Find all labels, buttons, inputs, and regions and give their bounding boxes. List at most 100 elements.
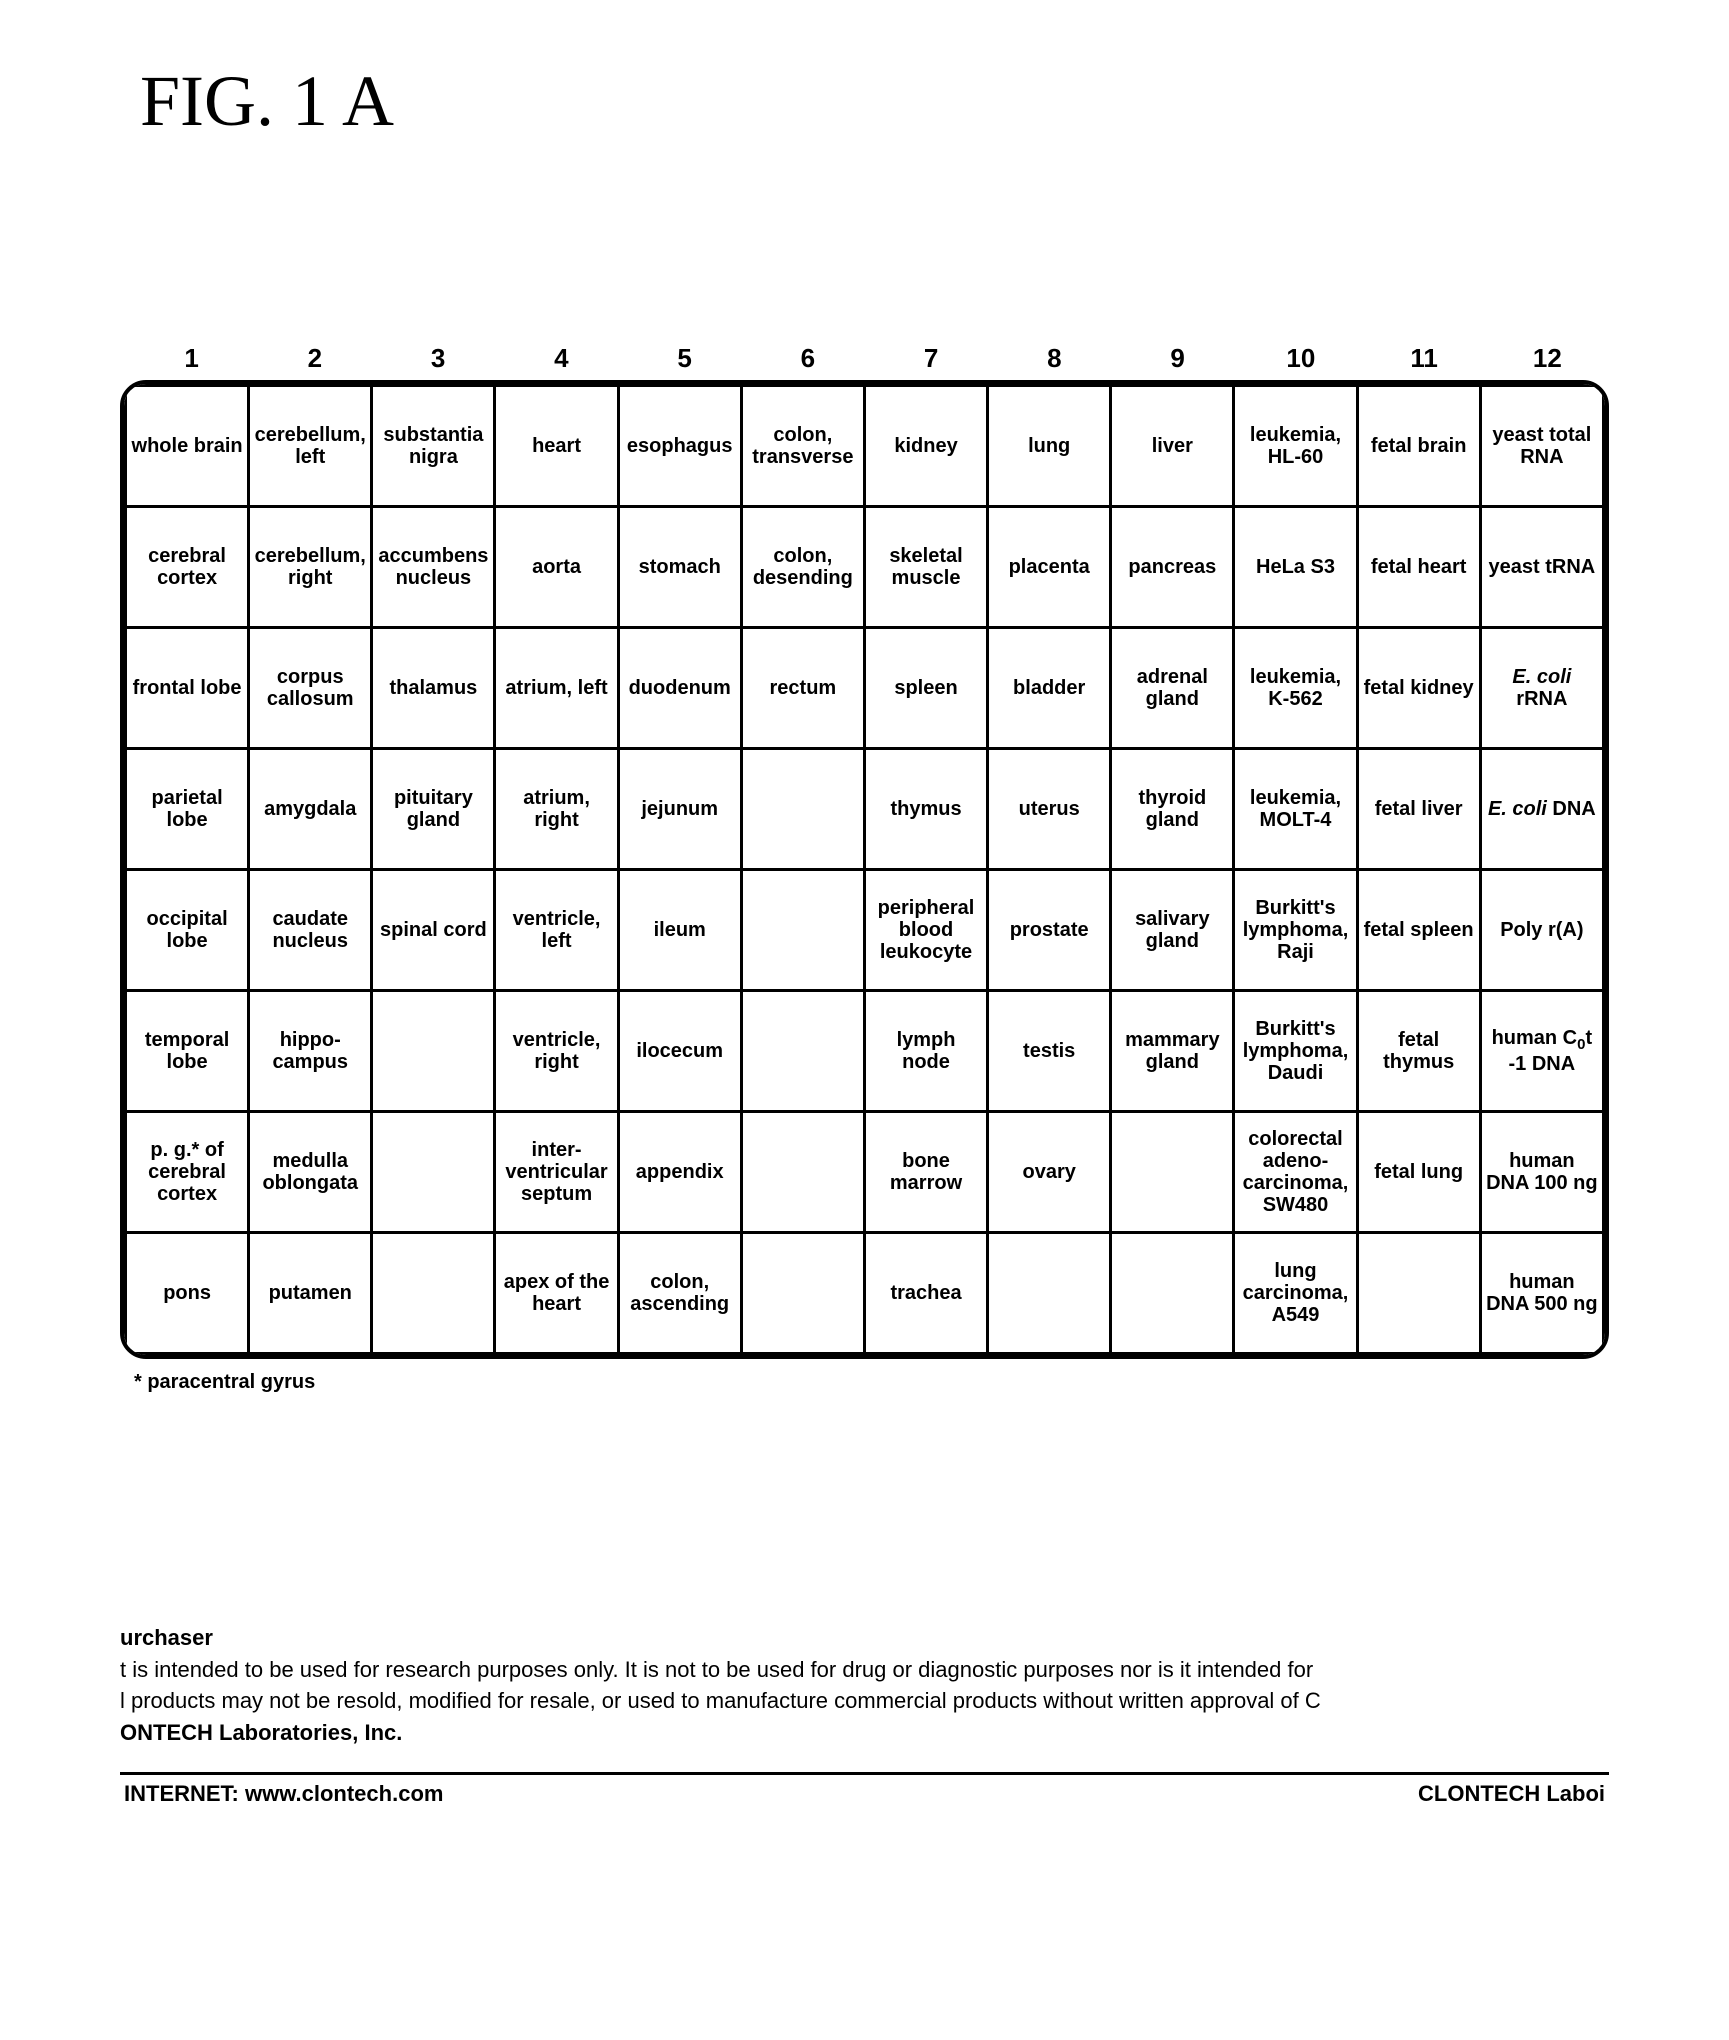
table-cell: placenta (988, 507, 1111, 628)
table-cell (741, 1233, 864, 1354)
table-cell: aorta (495, 507, 618, 628)
table-cell: ovary (988, 1112, 1111, 1233)
table-cell: ventricle, left (495, 870, 618, 991)
table-cell: yeast total RNA (1480, 386, 1603, 507)
table-row: whole braincerebellum, leftsubstantia ni… (126, 386, 1604, 507)
disclaimer-line-1: urchaser (120, 1624, 1609, 1652)
column-header-3: 3 (377, 343, 500, 374)
table-cell: salivary gland (1111, 870, 1234, 991)
table-cell: fetal thymus (1357, 991, 1480, 1112)
table-cell: esophagus (618, 386, 741, 507)
footer-company: CLONTECH Laboi (1418, 1781, 1605, 1807)
table-cell: Poly r(A) (1480, 870, 1603, 991)
table-cell (1111, 1233, 1234, 1354)
table-cell: duodenum (618, 628, 741, 749)
table-cell: pons (126, 1233, 249, 1354)
table-cell: human C0t -1 DNA (1480, 991, 1603, 1112)
page: FIG. 1 A 123456789101112 whole braincere… (0, 0, 1729, 1847)
table-cell: E. coli DNA (1480, 749, 1603, 870)
table-cell: hippo-campus (249, 991, 372, 1112)
table-cell: lung (988, 386, 1111, 507)
disclaimer-line-2: t is intended to be used for research pu… (120, 1656, 1609, 1684)
table-cell: liver (1111, 386, 1234, 507)
table-cell: leukemia, HL-60 (1234, 386, 1357, 507)
table-cell: pancreas (1111, 507, 1234, 628)
table-cell: testis (988, 991, 1111, 1112)
table-cell: uterus (988, 749, 1111, 870)
table-cell: cerebellum, left (249, 386, 372, 507)
table-cell: Burkitt's lymphoma, Daudi (1234, 991, 1357, 1112)
table-cell: fetal heart (1357, 507, 1480, 628)
table-cell: inter-ventricular septum (495, 1112, 618, 1233)
table-cell: apex of the heart (495, 1233, 618, 1354)
table-cell: spinal cord (372, 870, 495, 991)
table-cell: parietal lobe (126, 749, 249, 870)
table-cell: colorectal adeno-carcinoma, SW480 (1234, 1112, 1357, 1233)
column-header-6: 6 (746, 343, 869, 374)
tissue-grid: whole braincerebellum, leftsubstantia ni… (124, 384, 1605, 1355)
table-row: cerebral cortexcerebellum, rightaccumben… (126, 507, 1604, 628)
tissue-grid-wrap: whole braincerebellum, leftsubstantia ni… (120, 380, 1609, 1359)
table-cell: prostate (988, 870, 1111, 991)
table-cell: peripheral blood leukocyte (864, 870, 987, 991)
table-row: occipital lobecaudate nucleusspinal cord… (126, 870, 1604, 991)
table-cell: heart (495, 386, 618, 507)
table-cell: bladder (988, 628, 1111, 749)
column-header-9: 9 (1116, 343, 1239, 374)
column-header-2: 2 (253, 343, 376, 374)
table-cell: medulla oblongata (249, 1112, 372, 1233)
table-cell: caudate nucleus (249, 870, 372, 991)
table-cell: appendix (618, 1112, 741, 1233)
disclaimer-block: urchaser t is intended to be used for re… (120, 1624, 1609, 1746)
table-cell: skeletal muscle (864, 507, 987, 628)
column-header-5: 5 (623, 343, 746, 374)
disclaimer-line-3: l products may not be resold, modified f… (120, 1687, 1609, 1715)
table-cell (372, 1233, 495, 1354)
disclaimer-line-4: ONTECH Laboratories, Inc. (120, 1719, 1609, 1747)
table-cell (741, 749, 864, 870)
table-cell: lymph node (864, 991, 987, 1112)
table-cell (372, 1112, 495, 1233)
table-cell: atrium, right (495, 749, 618, 870)
table-cell: ileum (618, 870, 741, 991)
table-cell: ilocecum (618, 991, 741, 1112)
table-cell: cerebral cortex (126, 507, 249, 628)
table-cell: corpus callosum (249, 628, 372, 749)
table-row: ponsputamenapex of the heartcolon, ascen… (126, 1233, 1604, 1354)
column-header-4: 4 (500, 343, 623, 374)
table-cell: substantia nigra (372, 386, 495, 507)
table-cell (741, 870, 864, 991)
table-cell: fetal kidney (1357, 628, 1480, 749)
table-cell: human DNA 500 ng (1480, 1233, 1603, 1354)
table-cell: putamen (249, 1233, 372, 1354)
table-cell: spleen (864, 628, 987, 749)
table-cell: thymus (864, 749, 987, 870)
table-cell: yeast tRNA (1480, 507, 1603, 628)
table-cell: stomach (618, 507, 741, 628)
table-row: frontal lobecorpus callosumthalamusatriu… (126, 628, 1604, 749)
table-cell: kidney (864, 386, 987, 507)
table-cell: frontal lobe (126, 628, 249, 749)
table-cell: Burkitt's lymphoma, Raji (1234, 870, 1357, 991)
table-cell: adrenal gland (1111, 628, 1234, 749)
table-cell: occipital lobe (126, 870, 249, 991)
table-cell: jejunum (618, 749, 741, 870)
table-cell (372, 991, 495, 1112)
table-cell: thyroid gland (1111, 749, 1234, 870)
table-cell: human DNA 100 ng (1480, 1112, 1603, 1233)
column-header-1: 1 (130, 343, 253, 374)
table-cell: fetal lung (1357, 1112, 1480, 1233)
table-cell: fetal liver (1357, 749, 1480, 870)
table-cell: temporal lobe (126, 991, 249, 1112)
table-cell: p. g.* of cerebral cortex (126, 1112, 249, 1233)
table-cell (741, 1112, 864, 1233)
column-header-12: 12 (1486, 343, 1609, 374)
table-cell: mammary gland (1111, 991, 1234, 1112)
table-cell (1357, 1233, 1480, 1354)
footnote: * paracentral gyrus (134, 1371, 1609, 1394)
table-cell: HeLa S3 (1234, 507, 1357, 628)
table-row: parietal lobeamygdalapituitary glandatri… (126, 749, 1604, 870)
figure-title: FIG. 1 A (140, 60, 1609, 143)
table-cell (741, 991, 864, 1112)
table-cell: E. coli rRNA (1480, 628, 1603, 749)
